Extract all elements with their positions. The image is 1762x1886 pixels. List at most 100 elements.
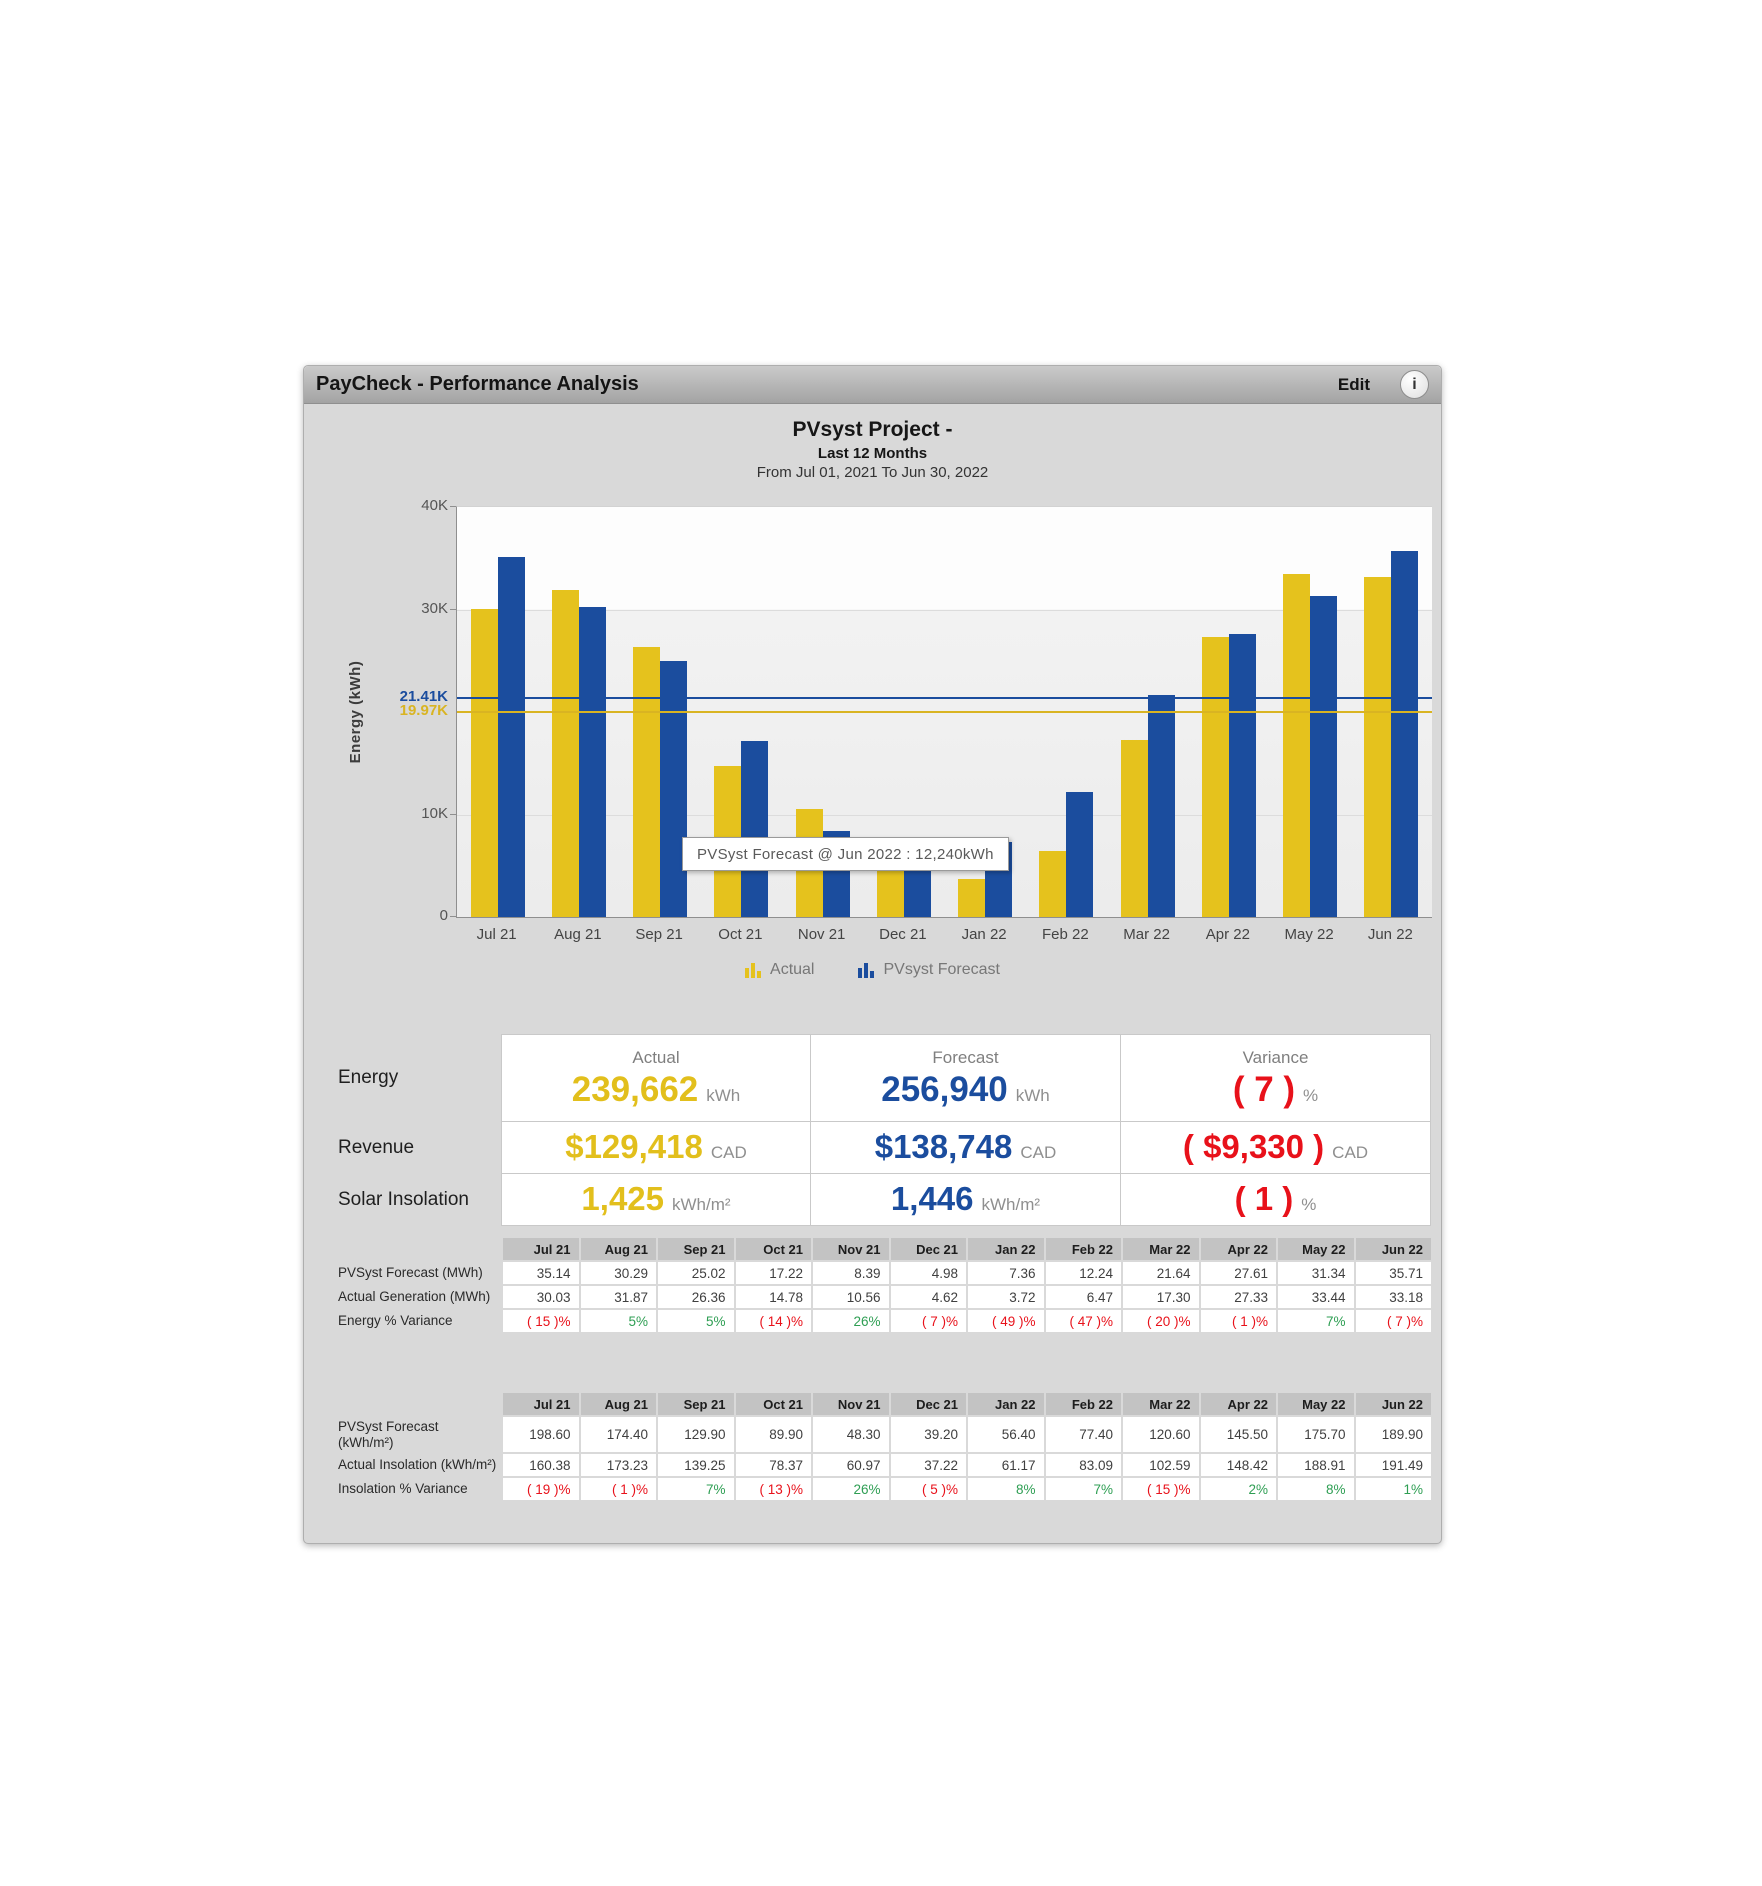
month-header-cell: Feb 22 bbox=[1045, 1393, 1121, 1415]
energy-forecast-unit: kWh bbox=[1015, 1085, 1050, 1105]
forecast-bar-mar-22[interactable] bbox=[1147, 695, 1175, 917]
data-value-cell: 139.25 bbox=[658, 1454, 734, 1477]
energy-monthly-table: Jul 21 Aug 21 Sep 21 Oct 21 Nov 21 Dec 21 Jan … bbox=[338, 1238, 1431, 1332]
data-value-cell: 129.90 bbox=[658, 1417, 734, 1453]
data-value-cell: 3.72 bbox=[968, 1286, 1044, 1308]
data-value-cell: 17.30 bbox=[1123, 1286, 1199, 1308]
table-corner-cell bbox=[338, 1238, 501, 1260]
reference-line-label-21.41k: 21.41K bbox=[399, 687, 448, 705]
revenue-forecast-unit: CAD bbox=[1020, 1143, 1057, 1162]
info-icon[interactable]: i bbox=[1400, 370, 1429, 399]
bar-group-may-22[interactable] bbox=[1270, 507, 1351, 917]
bar-group-feb-22[interactable] bbox=[1026, 507, 1107, 917]
chart-date-range: From Jul 01, 2021 To Jun 30, 2022 bbox=[756, 464, 989, 481]
row-label-cell: PVSyst Forecast (MWh) bbox=[338, 1265, 483, 1281]
forecast-bar-may-22[interactable] bbox=[1310, 595, 1338, 917]
forecast-bar-apr-22[interactable] bbox=[1228, 634, 1256, 917]
variance-value-cell: ( 1 )% bbox=[580, 1478, 656, 1501]
data-value-cell: 30.29 bbox=[580, 1262, 656, 1284]
actual-bar-apr-22[interactable] bbox=[1201, 636, 1229, 917]
forecast-bar-feb-22[interactable] bbox=[1066, 791, 1094, 917]
data-value-cell: 189.90 bbox=[1355, 1417, 1431, 1453]
actual-bar-jun-22[interactable] bbox=[1364, 576, 1392, 917]
x-tick-label: Mar 22 bbox=[1123, 926, 1170, 943]
x-tick-label: Sep 21 bbox=[635, 926, 683, 943]
bar-group-sep-21[interactable] bbox=[620, 507, 701, 917]
bar-group-jun-22[interactable] bbox=[1351, 507, 1432, 917]
y-tick-mark bbox=[450, 813, 456, 815]
summary-section: Energy Actual 239,662 kWh Forecast 256,94… bbox=[338, 1034, 1431, 1226]
month-header-cell: Nov 21 bbox=[813, 1393, 889, 1415]
x-tick-label: Oct 21 bbox=[718, 926, 763, 943]
variance-value-cell: ( 15 )% bbox=[503, 1310, 579, 1332]
summary-header-forecast: Forecast bbox=[932, 1047, 999, 1067]
forecast-bar-dec-21[interactable] bbox=[903, 865, 931, 917]
actual-bar-jul-21[interactable] bbox=[470, 609, 498, 917]
data-value-cell: 148.42 bbox=[1200, 1454, 1276, 1477]
widget-titlebar: PayCheck - Performance Analysis Edit i bbox=[304, 366, 1441, 404]
legend-item-pvsyst-forecast[interactable]: PVsyst Forecast bbox=[858, 961, 1000, 978]
energy-forecast-value: 256,940 kWh bbox=[881, 1069, 1050, 1109]
y-tick-label: 0 bbox=[439, 907, 448, 924]
revenue-actual-unit: CAD bbox=[710, 1143, 747, 1162]
variance-value-cell: ( 19 )% bbox=[503, 1478, 579, 1501]
month-header-cell: Apr 22 bbox=[1200, 1238, 1276, 1260]
x-tick-label: Nov 21 bbox=[797, 926, 846, 943]
variance-value-cell: 26% bbox=[813, 1310, 889, 1332]
actual-bar-sep-21[interactable] bbox=[633, 646, 661, 917]
y-tick-label: 30K bbox=[421, 599, 448, 617]
forecast-bar-jun-22[interactable] bbox=[1391, 550, 1419, 917]
variance-value-cell: 8% bbox=[968, 1478, 1044, 1501]
variance-value-cell: ( 7 )% bbox=[1355, 1310, 1431, 1332]
chart-title: PVsyst Project - bbox=[792, 418, 953, 441]
forecast-bar-oct-21[interactable] bbox=[741, 740, 769, 917]
bar-group-mar-22[interactable] bbox=[1107, 507, 1188, 917]
actual-bar-feb-22[interactable] bbox=[1039, 850, 1067, 917]
revenue-forecast-value: $138,748 CAD bbox=[874, 1128, 1057, 1165]
variance-value-cell: 1% bbox=[1355, 1478, 1431, 1501]
month-header-cell: Dec 21 bbox=[890, 1238, 966, 1260]
bar-group-dec-21[interactable] bbox=[863, 507, 944, 917]
actual-bar-may-22[interactable] bbox=[1283, 574, 1311, 917]
variance-value-cell: 2% bbox=[1200, 1478, 1276, 1501]
data-value-cell: 35.14 bbox=[503, 1262, 579, 1284]
month-header-cell: Sep 21 bbox=[658, 1393, 734, 1415]
energy-variance-unit: % bbox=[1303, 1085, 1319, 1105]
bar-group-jul-21[interactable] bbox=[457, 507, 538, 917]
forecast-bar-jul-21[interactable] bbox=[497, 556, 525, 917]
revenue-variance-value: ( $9,330 ) CAD bbox=[1182, 1128, 1369, 1165]
edit-button[interactable]: Edit bbox=[1337, 374, 1370, 394]
forecast-bar-sep-21[interactable] bbox=[660, 660, 688, 917]
reference-line-21.41k bbox=[457, 696, 1432, 699]
chart-heading: PVsyst Project - Last 12 Months From Jul… bbox=[304, 418, 1441, 481]
bar-group-aug-21[interactable] bbox=[538, 507, 619, 917]
data-value-cell: 10.56 bbox=[813, 1286, 889, 1308]
legend-label: PVsyst Forecast bbox=[883, 961, 1000, 978]
y-tick-label: 40K bbox=[421, 497, 448, 514]
bar-group-apr-22[interactable] bbox=[1188, 507, 1269, 917]
month-header-cell: Dec 21 bbox=[890, 1393, 966, 1415]
actual-bar-aug-21[interactable] bbox=[551, 590, 579, 917]
gridline-30k bbox=[457, 609, 1432, 611]
energy-actual-unit: kWh bbox=[706, 1085, 741, 1105]
month-header-cell: Aug 21 bbox=[580, 1238, 656, 1260]
actual-bar-jan-22[interactable] bbox=[958, 878, 986, 917]
revenue-actual-value: $129,418 CAD bbox=[565, 1128, 747, 1165]
data-value-cell: 61.17 bbox=[968, 1454, 1044, 1477]
data-value-cell: 89.90 bbox=[735, 1417, 811, 1453]
paycheck-widget: PayCheck - Performance Analysis Edit i P… bbox=[303, 365, 1442, 1544]
month-header-cell: Jun 22 bbox=[1355, 1393, 1431, 1415]
legend-label: Actual bbox=[770, 961, 815, 978]
actual-bar-dec-21[interactable] bbox=[876, 869, 904, 917]
legend-item-actual[interactable]: Actual bbox=[745, 962, 814, 978]
energy-actual-value: 239,662 kWh bbox=[571, 1069, 741, 1109]
forecast-bar-aug-21[interactable] bbox=[578, 606, 606, 917]
actual-bar-mar-22[interactable] bbox=[1120, 739, 1148, 917]
summary-revenue-forecast: $138,748 CAD bbox=[811, 1122, 1121, 1174]
month-header-cell: May 22 bbox=[1278, 1238, 1354, 1260]
x-tick-label: May 22 bbox=[1284, 926, 1334, 943]
month-header-cell: Sep 21 bbox=[658, 1238, 734, 1260]
summary-insolation-variance: ( 1 )% bbox=[1121, 1174, 1431, 1226]
insolation-variance-value: ( 1 )% bbox=[1234, 1180, 1317, 1217]
chart-subtitle: Last 12 Months bbox=[817, 445, 928, 462]
